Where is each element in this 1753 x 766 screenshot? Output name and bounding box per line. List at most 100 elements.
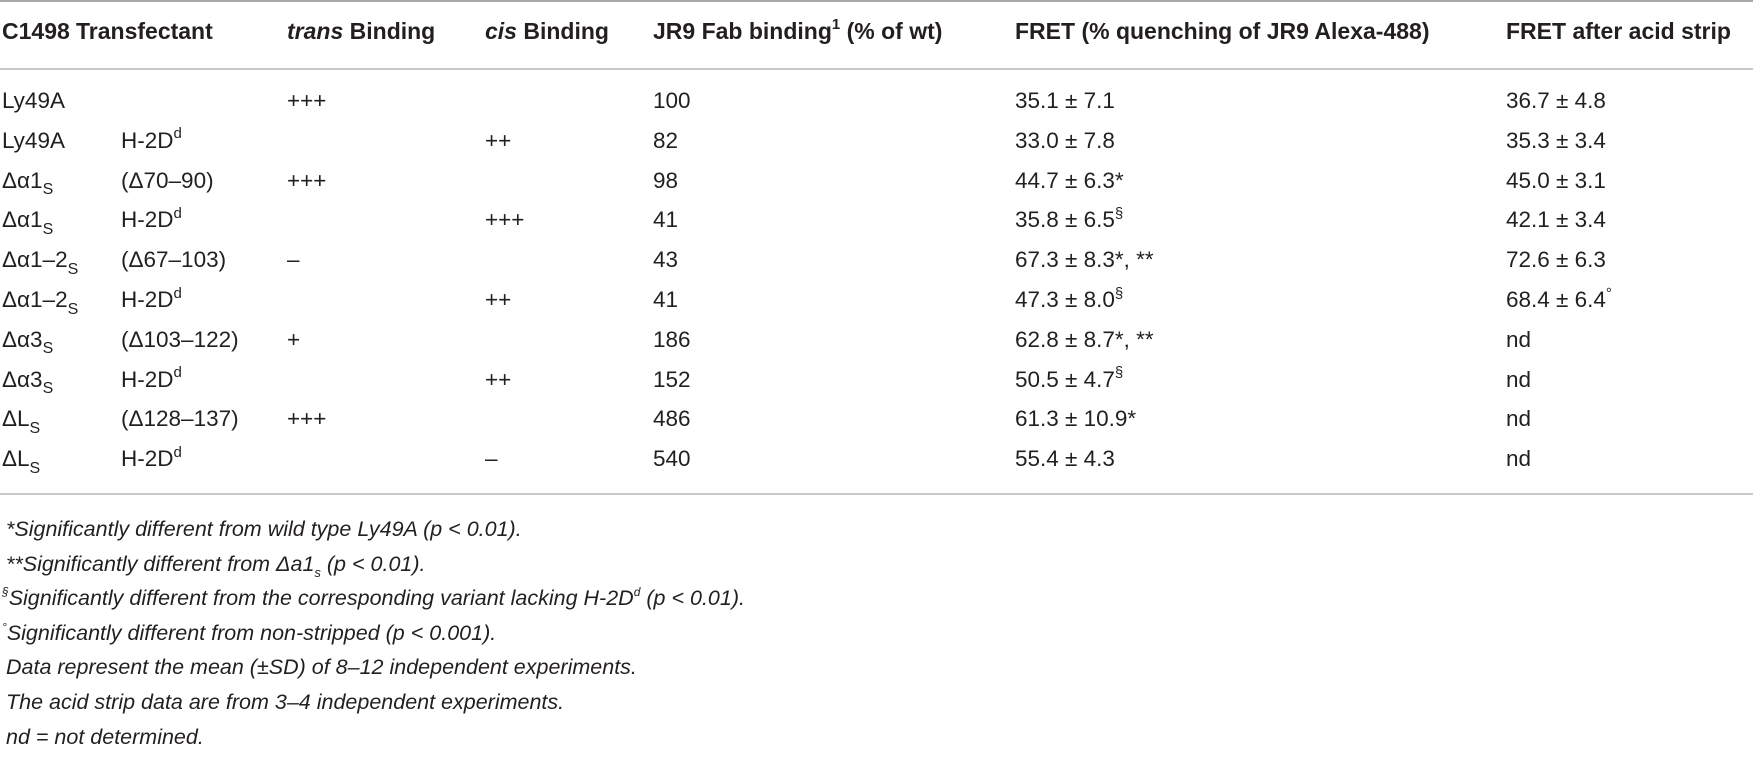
cell-c1498-text: Δα3: [2, 366, 43, 392]
cell-fret-text: 44.7 ± 6.3*: [1015, 167, 1124, 193]
cell-fret-superscript: §: [1114, 364, 1124, 382]
cell-jr9: 152: [653, 367, 691, 393]
cell-fret: 47.3 ± 8.0§: [1015, 284, 1124, 313]
cell-c1498: Δα1S: [2, 207, 53, 237]
header-fret-after-acid-strip: FRET after acid strip: [1506, 18, 1731, 44]
cell-fret-acid: 35.3 ± 3.4: [1506, 128, 1606, 154]
cell-transfectant-superscript: d: [173, 364, 182, 382]
cell-c1498: ΔLS: [2, 406, 40, 436]
footnote-text: **Significantly different from Δa1: [6, 551, 315, 576]
cell-jr9-text: 43: [653, 247, 679, 273]
cell-fret-acid-text: nd: [1506, 406, 1532, 432]
footnote-line: The acid strip data are from 3–4 indepen…: [6, 689, 564, 715]
cell-c1498-subscript: S: [29, 419, 41, 437]
header-cis-rest: Binding: [516, 18, 609, 44]
header-jr9-footnote-mark: 1: [831, 16, 841, 34]
cell-transfectant-text: (Δ103–122): [121, 326, 239, 352]
footnote-line: °Significantly different from non-stripp…: [2, 620, 496, 646]
cell-fret-acid-superscript: °: [1605, 284, 1612, 302]
cell-c1498: Ly49A: [2, 128, 65, 154]
cell-trans: +: [287, 327, 300, 353]
cell-fret-text: 33.0 ± 7.8: [1015, 127, 1115, 153]
cell-transfectant-superscript: d: [173, 125, 182, 143]
cell-c1498-text: Δα3: [2, 326, 43, 352]
cell-transfectant: (Δ70–90): [121, 168, 214, 194]
cell-fret-acid: nd: [1506, 367, 1531, 393]
cell-fret-text: 47.3 ± 8.0: [1015, 287, 1115, 312]
cell-c1498: Ly49A: [2, 88, 65, 114]
table-top-rule: [0, 0, 1753, 2]
cell-c1498-subscript: S: [67, 300, 79, 318]
footnote-text: *Significantly different from wild type …: [6, 517, 431, 541]
footnote-text: (: [640, 586, 654, 611]
cell-cis-text: +++: [485, 207, 525, 233]
cell-fret: 55.4 ± 4.3: [1015, 446, 1115, 472]
cell-c1498-text: Δα1–2: [2, 287, 68, 312]
cell-transfectant: (Δ128–137): [121, 406, 239, 432]
cell-fret-acid: 36.7 ± 4.8: [1506, 88, 1606, 114]
cell-jr9: 82: [653, 128, 678, 154]
cell-fret-acid: 42.1 ± 3.4: [1506, 207, 1606, 233]
cell-jr9-text: 186: [653, 326, 691, 352]
cell-fret: 67.3 ± 8.3*, **: [1015, 247, 1154, 273]
cell-fret-acid-text: nd: [1506, 326, 1532, 352]
cell-trans: –: [287, 247, 300, 273]
cell-transfectant-superscript: d: [173, 443, 182, 461]
header-jr9-rest: (% of wt): [840, 18, 943, 44]
cell-c1498-text: ΔL: [2, 406, 30, 432]
cell-transfectant: (Δ103–122): [121, 327, 239, 353]
cell-transfectant-text: H-2D: [121, 127, 174, 153]
footnote-p-value-symbol: p: [334, 551, 347, 576]
cell-fret: 61.3 ± 10.9*: [1015, 406, 1136, 432]
cell-jr9: 41: [653, 207, 678, 233]
cell-jr9-text: 100: [653, 88, 691, 113]
cell-fret-superscript: §: [1114, 284, 1124, 302]
cell-jr9: 98: [653, 168, 678, 194]
cell-c1498-text: Δα1–2: [2, 247, 68, 273]
cell-trans: +++: [287, 88, 326, 114]
footnote-line: nd = not determined.: [6, 724, 204, 750]
cell-trans-text: +: [287, 326, 301, 352]
cell-c1498: Δα1S: [2, 167, 53, 198]
cell-c1498-text: ΔL: [2, 446, 30, 472]
cell-c1498-text: Δα1: [2, 167, 43, 193]
cell-fret-text: 61.3 ± 10.9*: [1015, 406, 1137, 432]
cell-c1498: Δα3S: [2, 326, 53, 357]
footnote-text: < 0.01).: [442, 517, 522, 541]
cell-trans-text: +++: [287, 406, 327, 432]
cell-fret-acid-text: nd: [1506, 446, 1532, 472]
cell-transfectant: H-2Dd: [121, 125, 182, 154]
cell-jr9: 540: [653, 446, 691, 472]
cell-c1498: Δα1–2S: [2, 247, 78, 277]
footnote-p-value-symbol: p: [653, 586, 666, 611]
cell-transfectant: H-2Dd: [121, 206, 182, 233]
cell-trans-text: –: [287, 247, 300, 273]
cell-trans: +++: [287, 406, 326, 432]
cell-trans-text: +++: [287, 167, 327, 193]
cell-fret-acid-text: 35.3 ± 3.4: [1506, 127, 1606, 153]
cell-fret-acid-text: nd: [1506, 366, 1532, 392]
cell-fret-superscript: §: [1114, 204, 1124, 222]
footnote-p-value-symbol: p: [392, 620, 405, 645]
cell-fret-text: 35.1 ± 7.1: [1015, 88, 1115, 113]
cell-cis: –: [485, 446, 498, 472]
footnote-text: Significantly different from non-strippe…: [6, 620, 393, 645]
cell-transfectant: H-2Dd: [121, 443, 182, 472]
cell-c1498-text: Ly49A: [2, 88, 65, 113]
cell-transfectant-superscript: d: [173, 284, 182, 302]
cell-c1498-subscript: S: [67, 260, 79, 278]
footnote-line: **Significantly different from Δa1s (p <…: [6, 551, 426, 579]
footnote-mark: §: [2, 585, 9, 600]
header-jr9-main: JR9 Fab binding: [653, 18, 832, 44]
header-jr9-fab-binding: JR9 Fab binding1 (% of wt): [653, 16, 943, 44]
cell-jr9-text: 41: [653, 207, 679, 233]
cell-fret-acid: nd: [1506, 406, 1531, 432]
footnote-text: The acid strip data are from 3–4 indepen…: [6, 690, 565, 714]
cell-cis-text: ++: [485, 287, 512, 312]
cell-transfectant: (Δ67–103): [121, 247, 226, 273]
cell-c1498-subscript: S: [42, 380, 54, 398]
cell-c1498-text: Δα1: [2, 207, 43, 233]
cell-cis-text: –: [485, 446, 498, 472]
cell-c1498: Δα1–2S: [2, 287, 78, 317]
cell-c1498: Δα3S: [2, 366, 53, 397]
